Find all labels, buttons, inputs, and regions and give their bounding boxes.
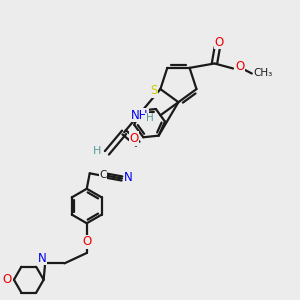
Text: N: N — [38, 251, 46, 265]
Text: O: O — [83, 236, 92, 248]
Text: S: S — [150, 84, 158, 97]
Text: CH₃: CH₃ — [254, 68, 273, 78]
Text: H: H — [93, 146, 102, 156]
Text: C: C — [99, 170, 106, 180]
Text: N: N — [124, 171, 133, 184]
Text: O: O — [130, 132, 139, 145]
Text: O: O — [214, 35, 224, 49]
Text: O: O — [235, 60, 244, 73]
Text: NH: NH — [131, 109, 148, 122]
Text: H: H — [146, 113, 154, 123]
Text: O: O — [3, 273, 12, 286]
